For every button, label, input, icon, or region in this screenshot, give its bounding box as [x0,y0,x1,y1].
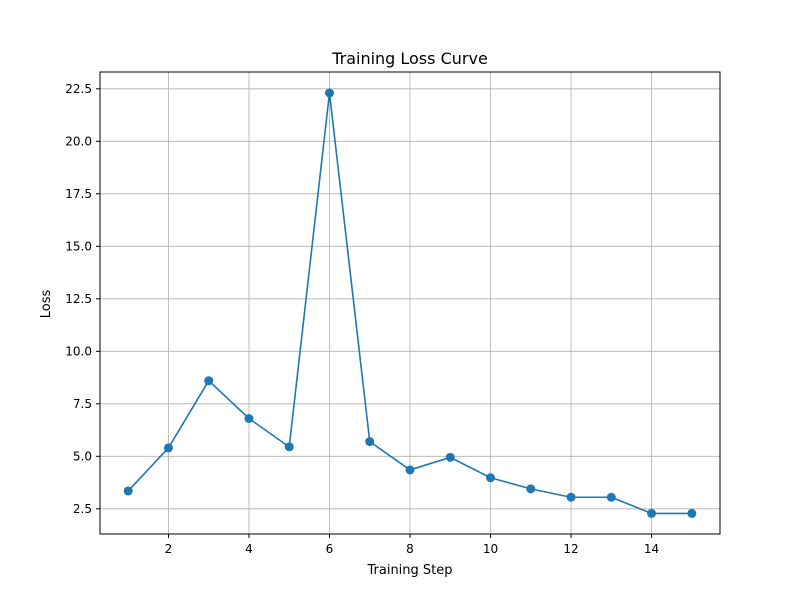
data-point [163,443,173,453]
data-point [244,414,254,423]
grid-lines [100,72,720,534]
y-tick-label: 2.5 [73,502,92,516]
chart-title: Training Loss Curve [331,49,488,68]
y-axis-label: Loss [39,290,54,319]
data-point [284,442,294,452]
y-tick-label: 5.0 [73,449,92,463]
x-tick-label: 8 [406,542,414,556]
data-point [526,484,536,494]
x-axis-label: Training Step [366,563,452,578]
data-point [606,492,616,502]
y-tick-label: 10.0 [65,344,92,358]
y-tick-label: 12.5 [65,292,92,306]
y-tick-label: 15.0 [65,239,92,253]
x-tick-label: 4 [245,542,253,556]
x-tick-label: 6 [326,542,334,556]
y-tick-label: 7.5 [73,397,92,411]
data-point [324,88,334,98]
data-point [445,452,455,462]
x-tick-label: 10 [483,542,498,556]
data-point [486,473,496,483]
data-point [123,486,133,496]
data-point [647,508,657,518]
x-tick-label: 12 [563,542,578,556]
y-tick-label: 17.5 [65,187,92,201]
y-tick-label: 22.5 [65,82,92,96]
data-point [566,492,576,502]
x-tick-label: 14 [644,542,659,556]
data-point [405,465,415,475]
data-series [123,88,697,518]
x-tick-label: 2 [165,542,173,556]
ticks: 2 4 6 8 10 12 14 2.5 5.0 7.5 10.0 12.5 15.0 17.5 20.0 2… [65,82,659,556]
data-point [204,376,214,386]
data-point [687,508,697,518]
data-point [365,437,375,447]
y-tick-label: 20.0 [65,134,92,148]
